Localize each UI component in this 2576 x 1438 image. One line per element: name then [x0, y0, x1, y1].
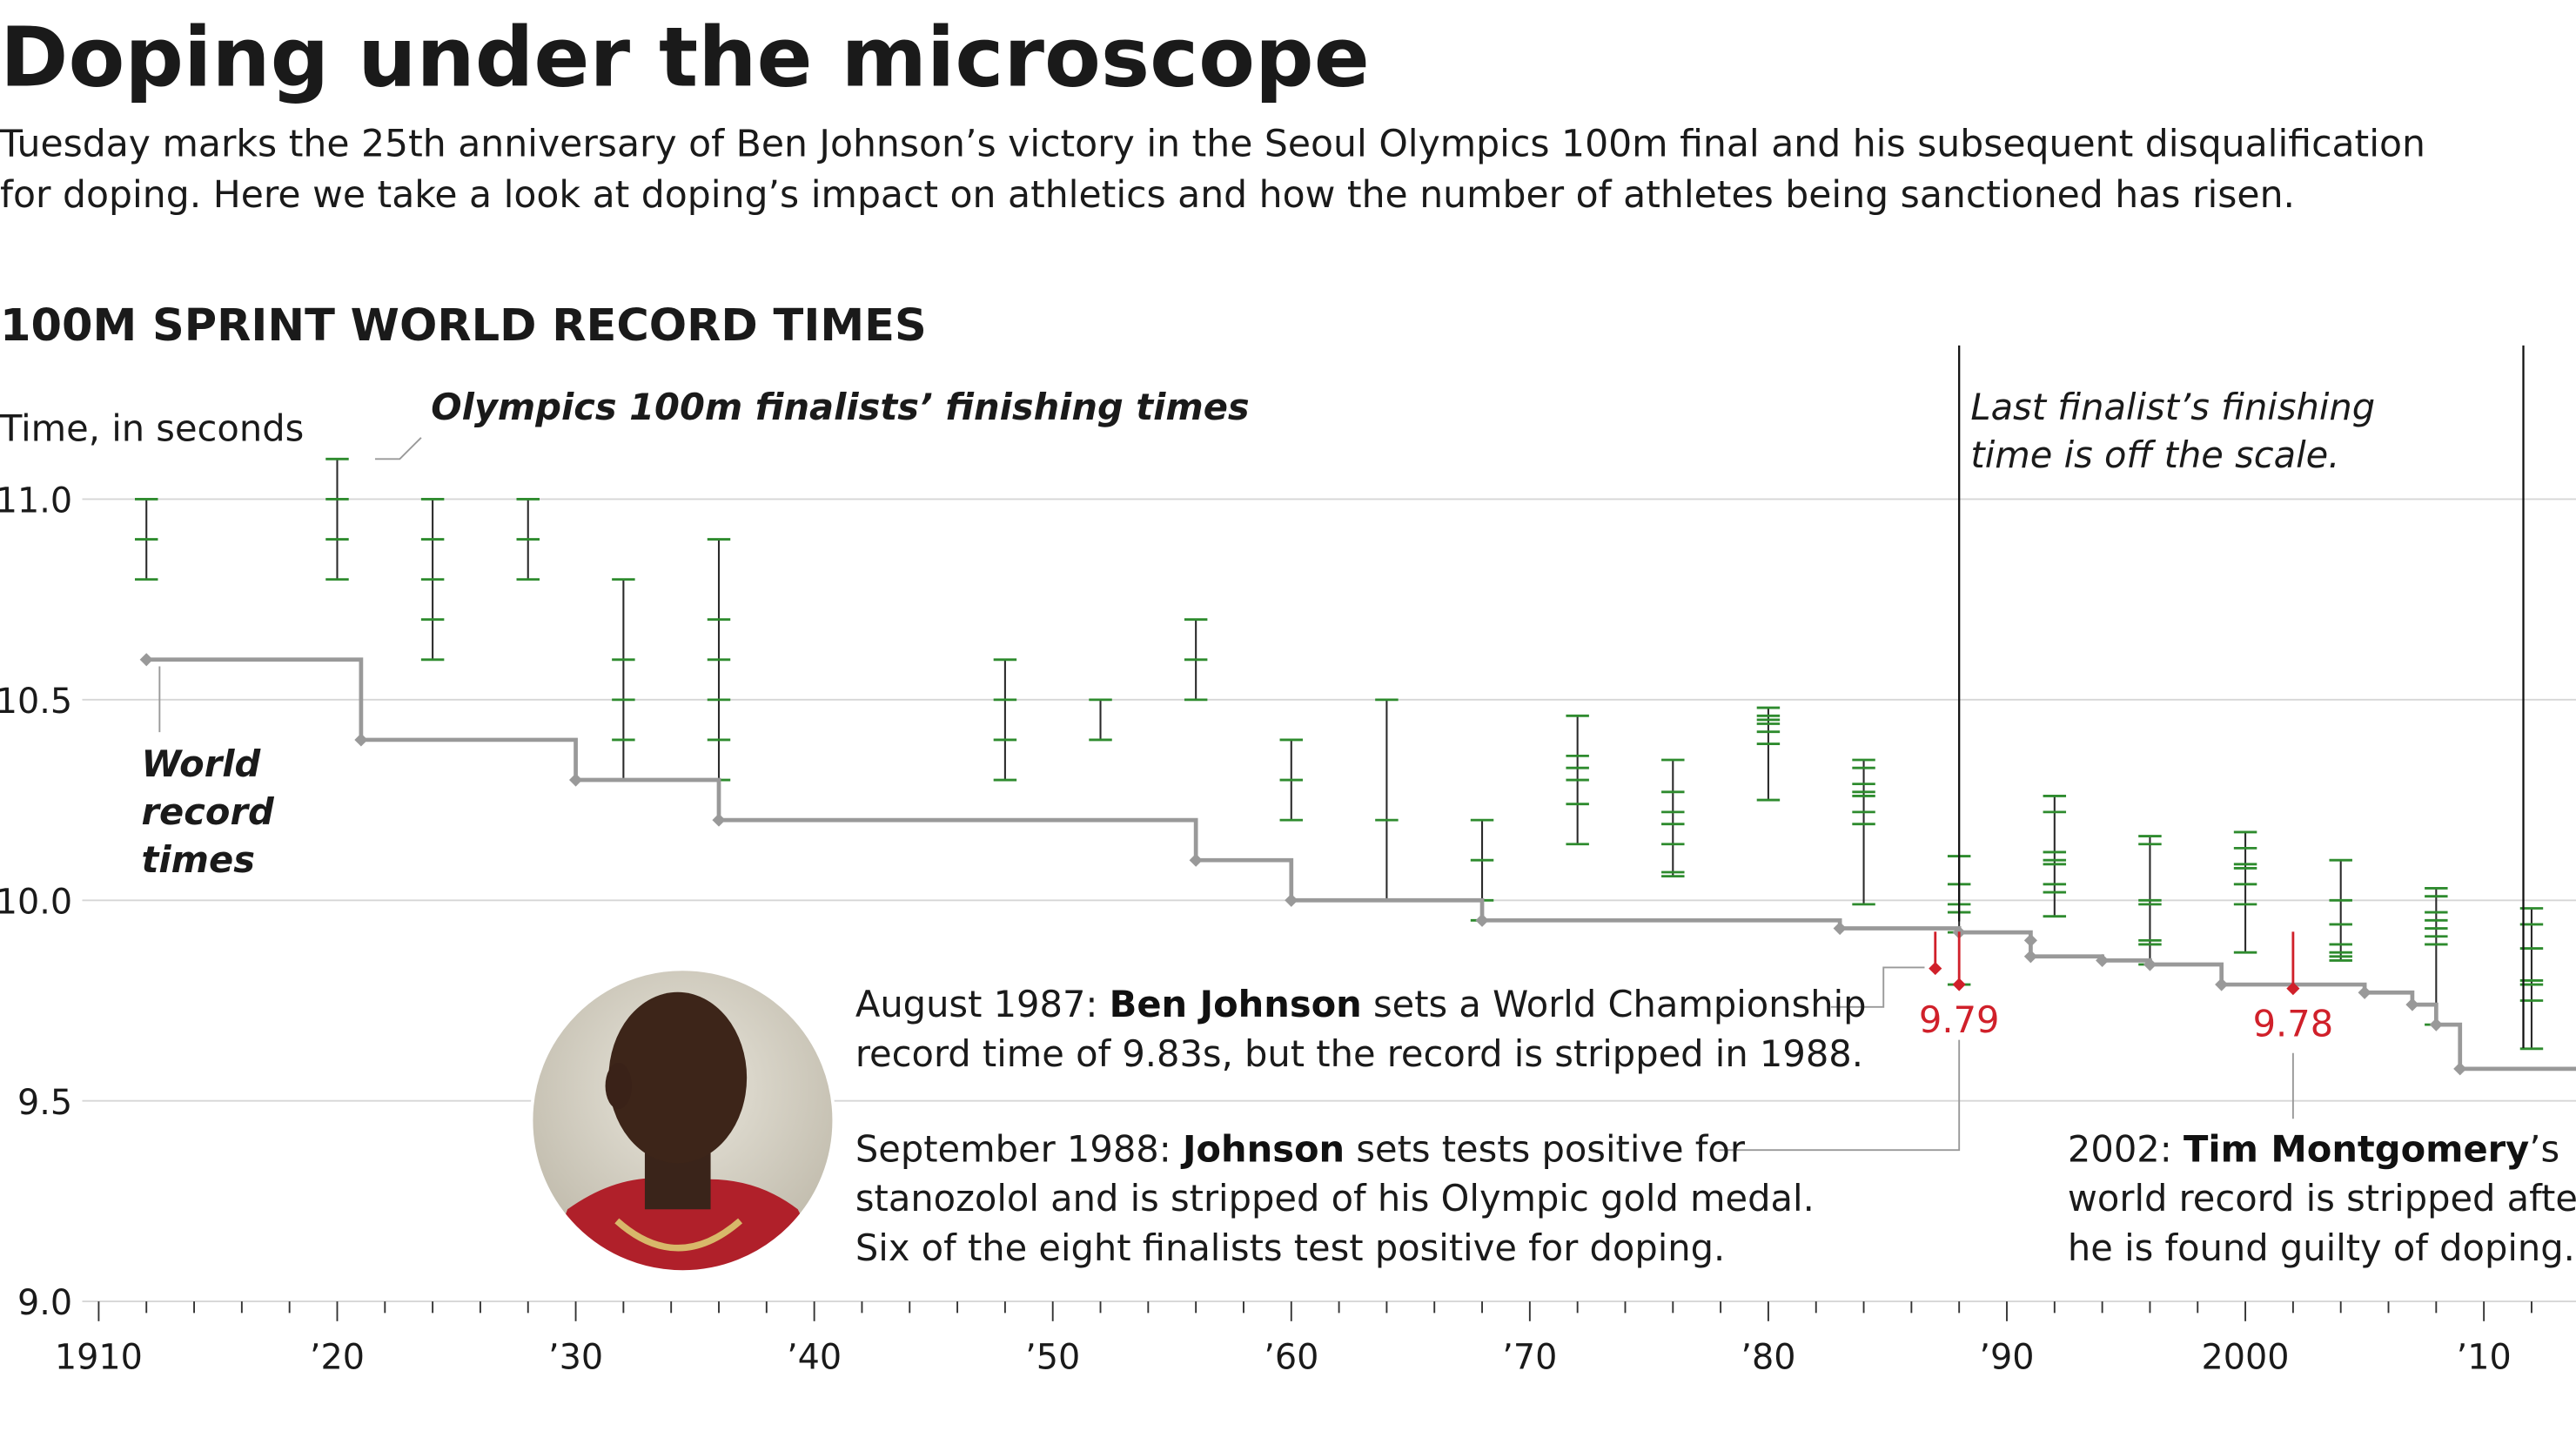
annotation: 2002: Tim Montgomery’s	[2068, 1127, 2559, 1170]
leader-line	[1830, 966, 1925, 1008]
y-tick-label: 10.5	[0, 682, 72, 722]
x-tick-label: ’80	[1741, 1338, 1795, 1378]
record-point	[1833, 921, 1847, 936]
record-point	[2453, 1062, 2467, 1076]
annotation: Six of the eight finalists test positive…	[855, 1226, 1725, 1269]
y-axis-label: Time, in seconds	[0, 407, 304, 450]
x-tick-label: ’60	[1264, 1338, 1318, 1378]
leader-line	[374, 437, 422, 460]
annotation: time is off the scale.	[1970, 433, 2339, 476]
leader-line	[1719, 1039, 1961, 1152]
annotation-text: sets a World Championship	[1362, 983, 1867, 1025]
annotation-text: ’s	[2529, 1127, 2559, 1170]
x-tick-label: ’10	[2457, 1338, 2512, 1378]
annotation: record time of 9.83s, but the record is …	[855, 1032, 1863, 1075]
grid: 9.0 9.5 10.0 10.5 11.0 1910 ’20 ’30 ’40 ’50 ’60 ’70…	[0, 481, 2576, 1378]
record-point	[2215, 978, 2229, 991]
record-point	[2023, 933, 2037, 947]
series-label: times	[142, 838, 255, 881]
annotation-text: he is found guilty of doping.	[2068, 1226, 2575, 1269]
y-tick-label: 9.5	[17, 1083, 72, 1123]
annotation-text: Tim Montgomery	[2184, 1127, 2529, 1170]
x-tick-label: ’90	[1979, 1338, 2034, 1378]
annotation-text: Johnson	[1180, 1127, 1345, 1170]
annotation-text: August 1987:	[855, 983, 1110, 1025]
series-label: World	[142, 743, 262, 785]
x-tick-label: ’30	[548, 1338, 603, 1378]
x-tick-label: ’40	[787, 1338, 842, 1378]
record-point	[569, 773, 583, 787]
chart-title: 100M SPRINT WORLD RECORD TIMES	[0, 300, 927, 352]
stripped-point	[1929, 962, 1942, 976]
annotation-text: record time of 9.83s, but the record is …	[855, 1032, 1863, 1075]
record-point	[2429, 1018, 2443, 1031]
annotation-text: Ben Johnson	[1110, 983, 1362, 1025]
subtitle: Tuesday marks the 25th anniversary of Be…	[0, 124, 2425, 166]
photo	[531, 969, 835, 1273]
record-point	[139, 653, 153, 667]
record-point	[2405, 998, 2419, 1011]
finalists-label: Olympics 100m finalists’ finishing times	[431, 386, 1249, 428]
y-tick-label: 9.0	[17, 1283, 72, 1323]
annotation: stanozolol and is stripped of his Olympi…	[855, 1177, 1815, 1220]
record-point	[712, 813, 726, 827]
subtitle: for doping. Here we take a look at dopin…	[0, 174, 2295, 217]
record-point	[2023, 950, 2037, 964]
record-point	[1285, 893, 1298, 907]
annotation: world record is stripped after	[2068, 1177, 2576, 1220]
x-tick-label: 2000	[2202, 1338, 2290, 1378]
x-tick-label: ’50	[1025, 1338, 1080, 1378]
annotation-text: sets tests positive for	[1345, 1127, 1746, 1170]
record-point	[2096, 953, 2110, 967]
record-point	[2358, 985, 2371, 999]
photo-frame	[529, 967, 836, 1273]
page-title: Doping under the microscope	[0, 10, 1370, 105]
value-label: 9.78	[2253, 1002, 2334, 1045]
marks	[134, 457, 2576, 1076]
record-point	[2143, 958, 2157, 971]
x-tick-label: 1910	[55, 1338, 143, 1378]
stripped-point	[1952, 978, 1966, 991]
annotation-text: 2002:	[2068, 1127, 2184, 1170]
series-label: record	[142, 790, 275, 833]
x-tick-label: ’70	[1502, 1338, 1557, 1378]
annotation-text: world record is stripped after	[2068, 1177, 2576, 1220]
annotation: September 1988: Johnson sets tests posit…	[855, 1127, 1746, 1170]
y-tick-label: 11.0	[0, 481, 72, 521]
x-tick-label: ’20	[310, 1338, 365, 1378]
y-tick-label: 10.0	[0, 882, 72, 922]
annotation-text: September 1988:	[855, 1127, 1183, 1170]
record-point	[354, 733, 368, 747]
record-point	[1189, 853, 1203, 867]
annotation-text: Six of the eight finalists test positive…	[855, 1226, 1725, 1269]
record-point	[1475, 913, 1489, 927]
annotation-text: stanozolol and is stripped of his Olympi…	[855, 1177, 1815, 1220]
record-line	[146, 657, 2576, 1072]
annotation: August 1987: Ben Johnson sets a World Ch…	[855, 983, 1867, 1025]
annotation: he is found guilty of doping.	[2068, 1226, 2575, 1269]
value-label: 9.79	[1919, 998, 2000, 1041]
annotation: Last finalist’s finishing	[1970, 386, 2375, 428]
